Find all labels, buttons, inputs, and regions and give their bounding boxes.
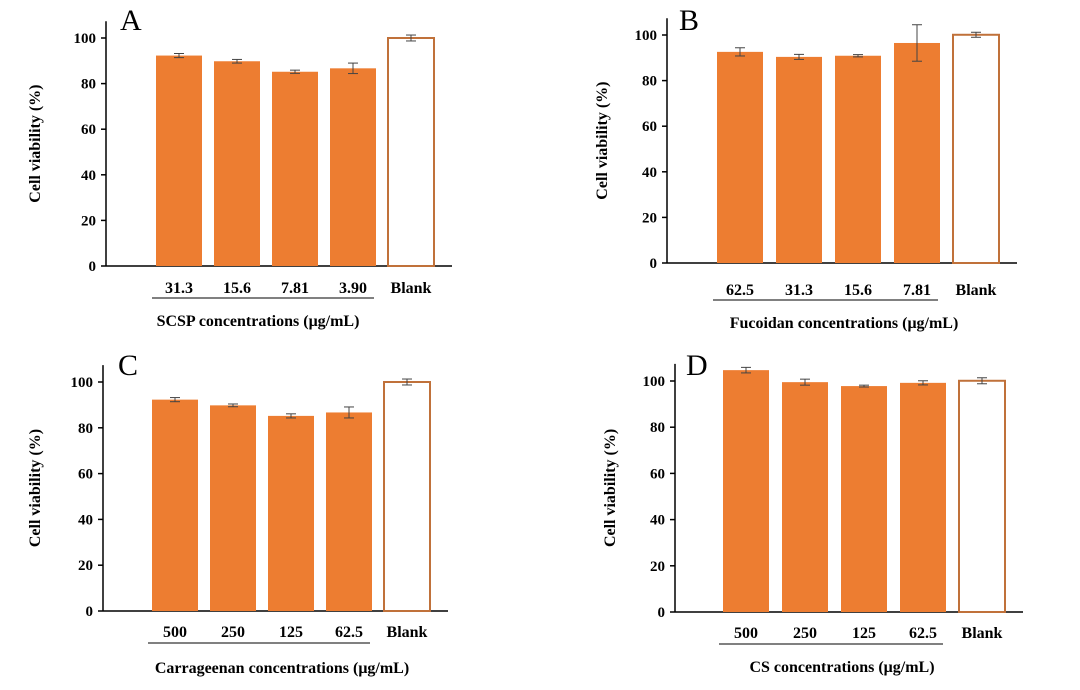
y-tick-label: 40 bbox=[81, 168, 96, 184]
y-tick-label: 80 bbox=[81, 77, 96, 93]
chart-panel-c: C 0 20 40 60 80 100 Cell viability (%) 500 250 125… bbox=[27, 349, 448, 677]
y-tick-label: 20 bbox=[81, 213, 96, 229]
y-axis-label: Cell viability (%) bbox=[27, 429, 44, 547]
bar bbox=[835, 55, 881, 263]
y-axis-label: Cell viability (%) bbox=[602, 429, 619, 547]
y-axis-label: Cell viability (%) bbox=[27, 84, 44, 202]
category-label: Blank bbox=[962, 625, 1003, 642]
y-tick-label: 100 bbox=[71, 375, 94, 391]
bar bbox=[776, 56, 822, 263]
bar bbox=[156, 55, 202, 266]
x-axis-label: SCSP concentrations (μg/mL) bbox=[157, 313, 360, 330]
bar-blank bbox=[383, 381, 431, 612]
y-tick-label: 0 bbox=[658, 605, 666, 621]
category-label: 500 bbox=[163, 624, 187, 641]
category-label: 125 bbox=[852, 625, 876, 642]
y-tick-label: 60 bbox=[650, 466, 665, 482]
panel-letter: D bbox=[686, 349, 708, 382]
bar bbox=[152, 399, 198, 611]
bar bbox=[214, 61, 260, 267]
chart-panel-b: B 0 20 40 60 80 100 Cell viability (%) 62.5 31.3 1… bbox=[594, 4, 1017, 332]
bar-blank bbox=[952, 33, 1000, 264]
y-tick-label: 20 bbox=[650, 559, 665, 575]
bar-blank bbox=[387, 37, 435, 267]
y-tick-label: 60 bbox=[81, 122, 96, 138]
bar bbox=[841, 386, 887, 612]
bar bbox=[330, 68, 376, 266]
chart-panel-d: D 0 20 40 60 80 100 Cell viability (%) 500 250 125… bbox=[602, 349, 1023, 676]
bar bbox=[210, 405, 256, 611]
bar bbox=[326, 412, 372, 611]
category-label: 125 bbox=[279, 624, 303, 641]
panel-letter: C bbox=[118, 349, 138, 382]
y-tick-label: 0 bbox=[650, 256, 658, 272]
y-tick-label: 0 bbox=[86, 604, 94, 620]
bar bbox=[268, 415, 314, 611]
bar bbox=[894, 42, 940, 264]
category-label: 250 bbox=[793, 625, 817, 642]
y-tick-label: 40 bbox=[650, 513, 665, 529]
category-label: Blank bbox=[956, 282, 997, 299]
category-label: 62.5 bbox=[726, 282, 754, 299]
bar bbox=[900, 382, 946, 612]
bar bbox=[782, 382, 828, 612]
category-label: 7.81 bbox=[281, 280, 309, 297]
y-tick-label: 20 bbox=[642, 210, 657, 226]
category-label: 31.3 bbox=[785, 282, 813, 299]
y-tick-label: 100 bbox=[635, 28, 658, 44]
category-label: 31.3 bbox=[165, 280, 193, 297]
category-label: 62.5 bbox=[909, 625, 937, 642]
chart-panel-a: A 0 20 40 60 80 100 Cell viability (%) 31.3 15.6 7… bbox=[27, 4, 452, 330]
category-label: 15.6 bbox=[223, 280, 251, 297]
category-label: 500 bbox=[734, 625, 758, 642]
panel-letter: B bbox=[679, 4, 699, 37]
category-label: 7.81 bbox=[903, 282, 931, 299]
y-tick-label: 0 bbox=[89, 259, 97, 275]
category-label: Blank bbox=[391, 280, 432, 297]
bar-blank bbox=[958, 379, 1006, 614]
y-tick-label: 40 bbox=[642, 165, 657, 181]
category-label: 3.90 bbox=[339, 280, 367, 297]
category-label: 250 bbox=[221, 624, 245, 641]
bar bbox=[717, 51, 763, 263]
y-tick-label: 20 bbox=[78, 558, 93, 574]
y-tick-label: 80 bbox=[78, 421, 93, 437]
bar bbox=[272, 71, 318, 266]
x-axis-label: Fucoidan concentrations (μg/mL) bbox=[730, 315, 959, 332]
y-tick-label: 80 bbox=[650, 420, 665, 436]
x-axis-label: Carrageenan concentrations (μg/mL) bbox=[155, 660, 409, 677]
category-label: 62.5 bbox=[335, 624, 363, 641]
bar bbox=[723, 370, 769, 612]
y-tick-label: 80 bbox=[642, 74, 657, 90]
y-tick-label: 100 bbox=[643, 374, 666, 390]
y-tick-label: 100 bbox=[74, 31, 97, 47]
y-tick-label: 60 bbox=[78, 467, 93, 483]
x-axis-label: CS concentrations (μg/mL) bbox=[749, 659, 934, 676]
y-tick-label: 60 bbox=[642, 119, 657, 135]
category-label: Blank bbox=[387, 624, 428, 641]
y-axis-label: Cell viability (%) bbox=[594, 81, 611, 199]
panel-letter: A bbox=[120, 4, 142, 37]
y-tick-label: 40 bbox=[78, 512, 93, 528]
category-label: 15.6 bbox=[844, 282, 872, 299]
